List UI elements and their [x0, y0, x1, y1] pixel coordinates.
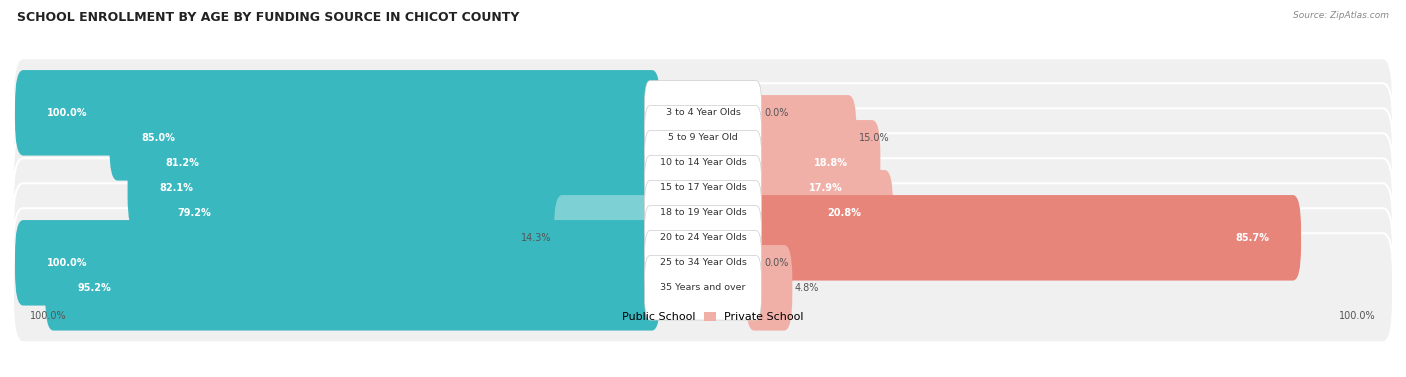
Text: 14.3%: 14.3%: [522, 233, 553, 243]
Text: 79.2%: 79.2%: [177, 208, 211, 218]
Text: 100.0%: 100.0%: [30, 311, 66, 321]
FancyBboxPatch shape: [13, 83, 1393, 192]
Legend: Public School, Private School: Public School, Private School: [598, 307, 808, 326]
FancyBboxPatch shape: [128, 145, 661, 231]
Text: 100.0%: 100.0%: [46, 258, 87, 268]
Text: 0.0%: 0.0%: [765, 258, 789, 268]
Text: 18.8%: 18.8%: [814, 158, 848, 168]
Text: 10 to 14 Year Olds: 10 to 14 Year Olds: [659, 158, 747, 167]
Text: 3 to 4 Year Olds: 3 to 4 Year Olds: [665, 108, 741, 117]
Text: 82.1%: 82.1%: [159, 183, 194, 193]
Text: 18 to 19 Year Olds: 18 to 19 Year Olds: [659, 208, 747, 217]
Text: 35 Years and over: 35 Years and over: [661, 283, 745, 292]
FancyBboxPatch shape: [745, 120, 880, 205]
FancyBboxPatch shape: [134, 120, 661, 205]
FancyBboxPatch shape: [745, 145, 875, 231]
Text: 100.0%: 100.0%: [46, 108, 87, 118]
FancyBboxPatch shape: [13, 158, 1393, 267]
Text: 15.0%: 15.0%: [859, 133, 889, 143]
Text: 17.9%: 17.9%: [808, 183, 842, 193]
Text: 25 to 34 Year Olds: 25 to 34 Year Olds: [659, 258, 747, 267]
Text: SCHOOL ENROLLMENT BY AGE BY FUNDING SOURCE IN CHICOT COUNTY: SCHOOL ENROLLMENT BY AGE BY FUNDING SOUR…: [17, 11, 519, 24]
FancyBboxPatch shape: [13, 108, 1393, 218]
Text: 20.8%: 20.8%: [827, 208, 860, 218]
FancyBboxPatch shape: [644, 81, 762, 145]
Text: 81.2%: 81.2%: [165, 158, 200, 168]
Text: 95.2%: 95.2%: [77, 283, 111, 293]
FancyBboxPatch shape: [745, 245, 793, 331]
Text: 15 to 17 Year Olds: 15 to 17 Year Olds: [659, 183, 747, 192]
Text: Source: ZipAtlas.com: Source: ZipAtlas.com: [1294, 11, 1389, 20]
FancyBboxPatch shape: [745, 95, 856, 181]
FancyBboxPatch shape: [644, 156, 762, 220]
FancyBboxPatch shape: [13, 133, 1393, 242]
FancyBboxPatch shape: [644, 181, 762, 245]
FancyBboxPatch shape: [554, 195, 661, 280]
FancyBboxPatch shape: [13, 58, 1393, 167]
Text: 100.0%: 100.0%: [1340, 311, 1376, 321]
FancyBboxPatch shape: [644, 256, 762, 320]
FancyBboxPatch shape: [13, 183, 1393, 292]
FancyBboxPatch shape: [15, 70, 661, 156]
Text: 4.8%: 4.8%: [794, 283, 818, 293]
FancyBboxPatch shape: [146, 170, 661, 256]
Text: 20 to 24 Year Olds: 20 to 24 Year Olds: [659, 233, 747, 242]
FancyBboxPatch shape: [644, 106, 762, 170]
FancyBboxPatch shape: [644, 130, 762, 195]
FancyBboxPatch shape: [745, 195, 1301, 280]
Text: 0.0%: 0.0%: [765, 108, 789, 118]
FancyBboxPatch shape: [45, 245, 661, 331]
FancyBboxPatch shape: [13, 208, 1393, 317]
FancyBboxPatch shape: [110, 95, 661, 181]
Text: 5 to 9 Year Old: 5 to 9 Year Old: [668, 133, 738, 143]
FancyBboxPatch shape: [15, 220, 661, 306]
Text: 85.0%: 85.0%: [141, 133, 176, 143]
FancyBboxPatch shape: [644, 231, 762, 295]
FancyBboxPatch shape: [745, 170, 893, 256]
FancyBboxPatch shape: [13, 233, 1393, 342]
Text: 85.7%: 85.7%: [1236, 233, 1270, 243]
FancyBboxPatch shape: [644, 205, 762, 270]
